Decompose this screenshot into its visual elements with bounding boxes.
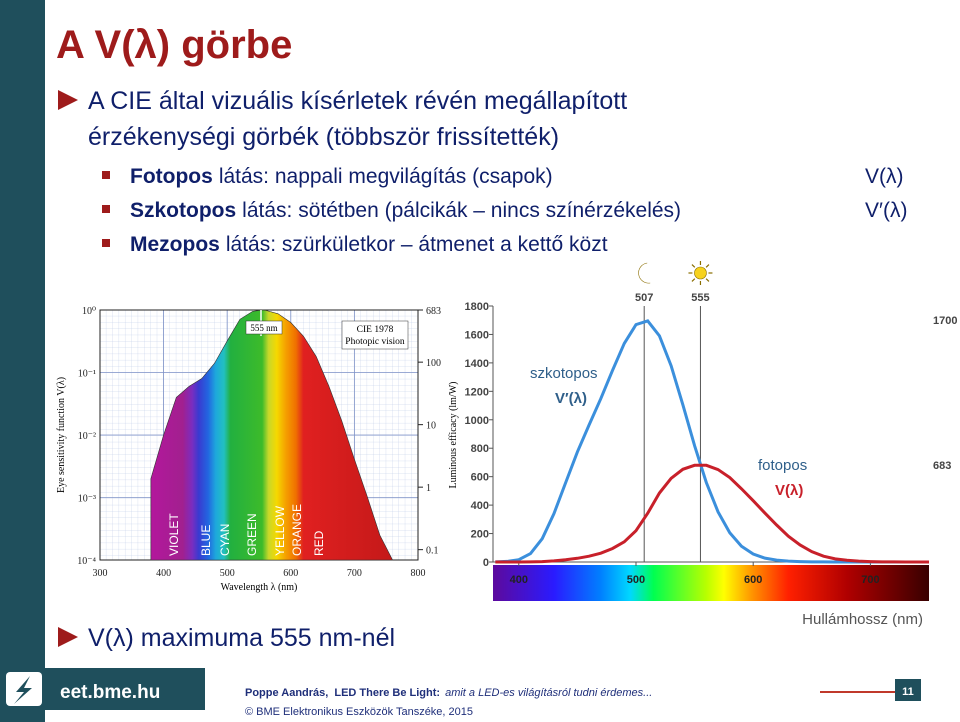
sun-ray (705, 278, 710, 282)
x-tick-label: 500 (220, 568, 235, 579)
peak-value: 1700 (933, 315, 957, 327)
y2-tick-label: 683 (426, 306, 441, 317)
course-subtitle: amit a LED-es világításról tudni érdemes… (445, 687, 652, 699)
y-axis-title: Eye sensitivity function V(λ) (56, 377, 67, 493)
band-label: GREEN (245, 513, 259, 556)
y2-axis-title: Luminous efficacy (lm/W) (448, 381, 459, 488)
slide-title: A V(λ) görbe (56, 23, 292, 67)
symbol: V′(λ) (865, 199, 907, 222)
band-label: BLUE (199, 525, 213, 556)
footer-line: Poppe Aandrás, LED There Be Light: amit a … (245, 687, 652, 699)
y-tick-label: 600 (471, 472, 489, 484)
sensitivity-chart: 0 200 400 600 800 1000 1200 1400 1600 1800 400 500 6… (465, 261, 957, 628)
sub-bullet-mark (102, 205, 110, 213)
spectrum-bar (493, 565, 929, 601)
sub-bullet-mark (102, 171, 110, 179)
band-label: CYAN (218, 524, 232, 556)
sub-bullet: Fotopos látás: nappali megvilágítás (csap… (130, 165, 553, 188)
y-tick-label: 10⁻² (78, 431, 96, 442)
page-number: 11 (902, 686, 914, 698)
y2-tick-label: 100 (426, 358, 441, 369)
bullet-arrow (58, 627, 78, 647)
x-tick-label: 700 (347, 568, 362, 579)
x-tick-label: 800 (411, 568, 426, 579)
x-tick-label: 400 (156, 568, 171, 579)
x-tick-label: 500 (627, 574, 645, 586)
band-label: RED (312, 530, 326, 556)
desc: látás: szürkületkor – átmenet a kettő kö… (226, 233, 608, 256)
sun-ray (691, 278, 696, 282)
y-tick-label: 10⁻³ (78, 494, 96, 505)
marker-label: 555 (691, 292, 709, 304)
symbol: V(λ) (865, 165, 904, 188)
marker-label: 507 (635, 292, 653, 304)
sub-bullet: Mezopos látás: szürkületkor – átmenet a k… (130, 233, 608, 256)
series-line (495, 463, 929, 564)
y2-tick-label: 10 (426, 421, 436, 432)
sun-icon (694, 266, 707, 280)
sensitivity-area (150, 309, 394, 561)
band-label: VIOLET (167, 513, 181, 556)
y-tick-label: 10⁰ (82, 306, 96, 317)
site: eet.bme.hu (60, 682, 160, 703)
x-tick-label: 300 (93, 568, 108, 579)
y-tick-label: 1800 (465, 301, 489, 313)
author: Poppe Aandrás, (245, 687, 328, 699)
bullet-arrow (58, 90, 78, 110)
page-box (895, 679, 921, 701)
bullet-text: A CIE által vizuális kísérletek révén me… (88, 87, 627, 115)
x-axis-title: Wavelength λ (nm) (221, 582, 298, 593)
y2-tick-label: 0.1 (426, 546, 439, 557)
series-label: V(λ) (775, 482, 803, 499)
peak-box (245, 320, 283, 335)
side-bar (0, 0, 45, 722)
bullet-text: V(λ) maximuma 555 nm-nél (88, 624, 395, 652)
y-tick-label: 1400 (465, 358, 489, 370)
desc: látás: sötétben (pálcikák – nincs színér… (242, 199, 681, 222)
peak-value: 683 (933, 460, 951, 472)
course: LED There Be Light: (334, 687, 440, 699)
desc: látás: nappali megvilágítás (csapok) (219, 165, 553, 188)
y-tick-label: 1200 (465, 386, 489, 398)
note-text: Photopic vision (345, 337, 405, 347)
note-box (341, 320, 409, 350)
bullet-text: érzékenységi görbék (többször frissített… (88, 123, 559, 151)
y-tick-label: 1600 (465, 329, 489, 341)
series-name: szkotopos (530, 365, 598, 382)
x-tick-label: 600 (283, 568, 298, 579)
y-tick-label: 400 (471, 500, 489, 512)
logo-bolt (14, 676, 32, 704)
y-tick-label: 0 (483, 557, 489, 569)
y-tick-label: 1000 (465, 415, 489, 427)
x-tick-label: 700 (861, 574, 879, 586)
sun-ray (691, 264, 696, 268)
y-tick-label: 800 (471, 443, 489, 455)
plot-bg (493, 306, 929, 562)
band-label: YELLOW (273, 505, 287, 556)
band-label: ORANGE (290, 504, 304, 556)
peak-label: 555 nm (250, 323, 277, 333)
y-tick-label: 10⁻¹ (78, 369, 96, 380)
x-tick-label: 600 (744, 574, 762, 586)
moon-icon (638, 262, 651, 284)
y2-tick-label: 1 (426, 483, 431, 494)
sub-bullet-mark (102, 239, 110, 247)
term: Mezopos (130, 233, 220, 256)
x-tick-label: 400 (510, 574, 528, 586)
x-axis-title: Hullámhossz (nm) (802, 611, 923, 628)
sun-ray (705, 264, 710, 268)
copyright: © BME Elektronikus Eszközök Tanszéke, 20… (245, 706, 473, 718)
y-tick-label: 10⁻⁴ (77, 556, 96, 567)
note-text: CIE 1978 (357, 325, 394, 335)
term: Fotopos (130, 165, 213, 188)
y-tick-label: 200 (471, 529, 489, 541)
term: Szkotopos (130, 199, 236, 222)
series-label: V′(λ) (555, 390, 587, 407)
series-name: fotopos (758, 457, 807, 474)
sub-bullet: Szkotopos látás: sötétben (pálcikák – nin… (130, 199, 681, 222)
